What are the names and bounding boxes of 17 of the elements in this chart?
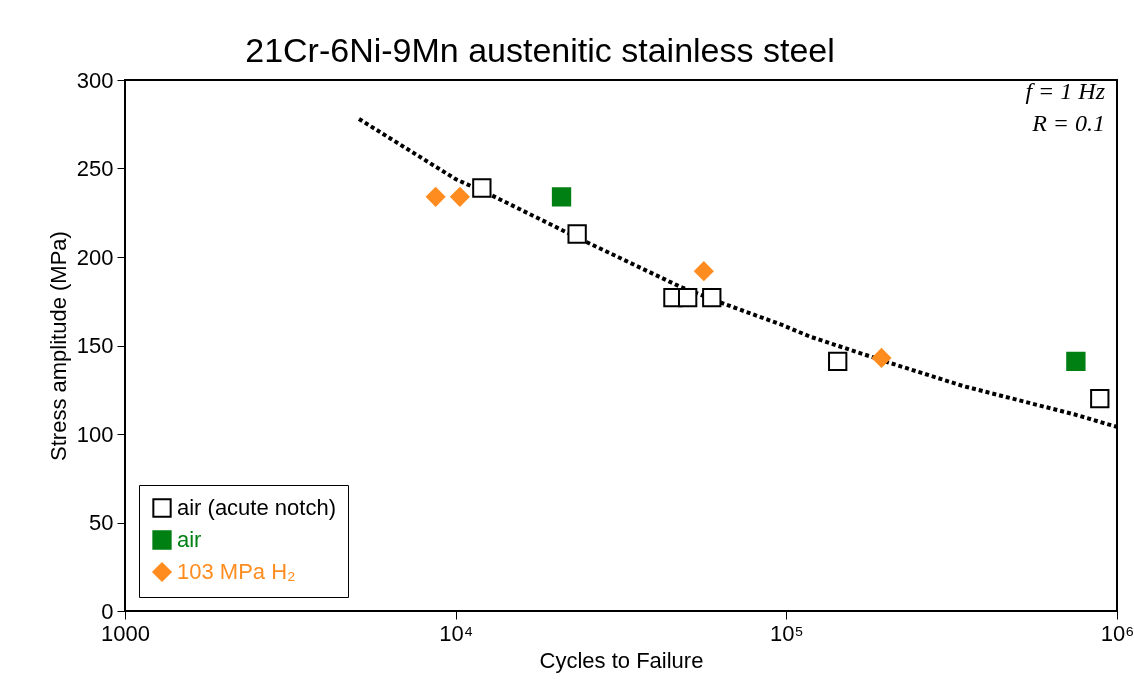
x-tick-label: 10⁶ bbox=[1100, 620, 1134, 646]
y-tick-label: 100 bbox=[76, 421, 114, 447]
legend-label: air bbox=[177, 527, 202, 552]
legend-label: air (acute notch) bbox=[177, 495, 336, 520]
x-tick-label: 10⁵ bbox=[770, 620, 804, 646]
y-axis-title: Stress amplitude (MPa) bbox=[45, 231, 71, 461]
x-axis-title: Cycles to Failure bbox=[539, 647, 704, 673]
annotation: R = 0.1 bbox=[1031, 110, 1105, 136]
x-tick-label: 10⁴ bbox=[439, 620, 474, 646]
y-tick-label: 150 bbox=[76, 333, 114, 358]
legend-label: 103 MPa H₂ bbox=[177, 559, 296, 584]
chart-title: 21Cr-6Ni-9Mn austenitic stainless steel bbox=[245, 31, 835, 69]
y-tick-label: 50 bbox=[89, 510, 114, 535]
annotation: f = 1 Hz bbox=[1025, 78, 1106, 104]
y-tick-label: 200 bbox=[76, 244, 114, 270]
y-tick-label: 250 bbox=[76, 156, 114, 181]
y-tick-label: 300 bbox=[76, 67, 114, 93]
